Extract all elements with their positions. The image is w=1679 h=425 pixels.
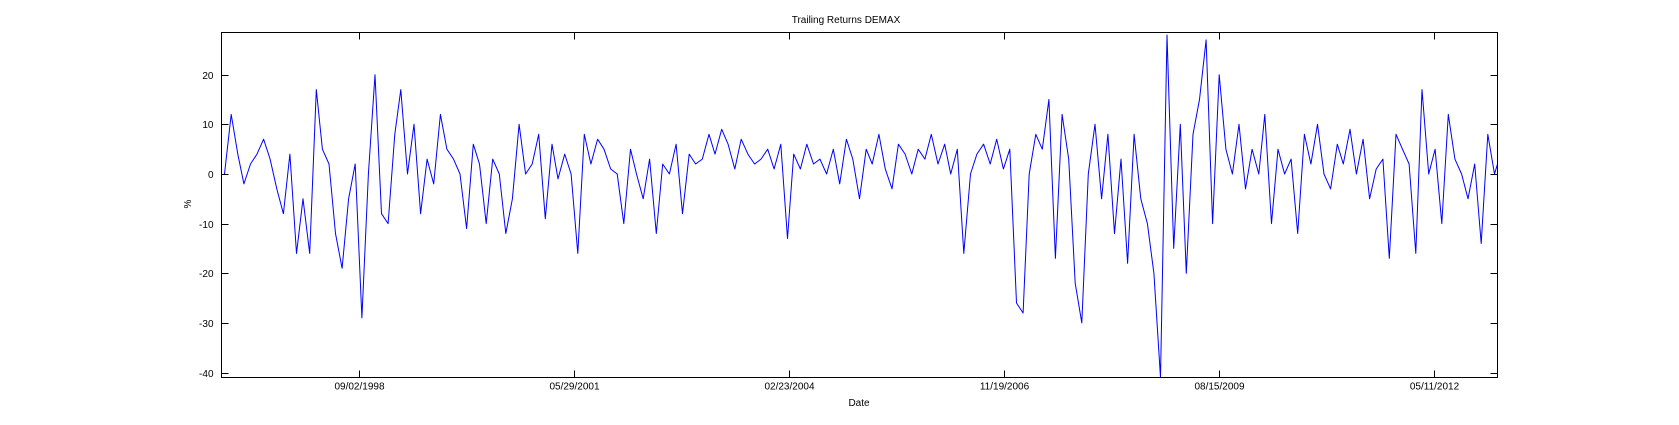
y-tick-label: -30 xyxy=(199,319,214,330)
x-tick-label: 02/23/2004 xyxy=(764,382,814,393)
y-tick-label: -20 xyxy=(199,269,214,280)
x-tick-label: 08/15/2009 xyxy=(1194,382,1244,393)
y-tick-label: -10 xyxy=(199,220,214,231)
x-tick-label: 09/02/1998 xyxy=(334,382,384,393)
x-tick-label: 11/19/2006 xyxy=(980,382,1030,393)
y-tick-label: 20 xyxy=(202,71,214,82)
axis-tick-labels: 20 10 0 -10 -20 -30 -40 09/02/1998 05/29/2001 02/… xyxy=(199,71,1460,393)
axis-ticks xyxy=(221,32,1498,378)
x-tick-label: 05/11/2012 xyxy=(1410,382,1460,393)
plot-frame xyxy=(221,32,1498,378)
y-tick-label: 0 xyxy=(208,170,214,181)
series-line-demax xyxy=(224,34,1497,377)
chart-title: Trailing Returns DEMAX xyxy=(792,15,901,26)
x-axis-label: Date xyxy=(848,398,870,409)
y-tick-label: -40 xyxy=(199,369,214,380)
y-axis-label: % xyxy=(183,199,194,208)
y-tick-label: 10 xyxy=(202,120,214,131)
x-tick-label: 05/29/2001 xyxy=(549,382,599,393)
